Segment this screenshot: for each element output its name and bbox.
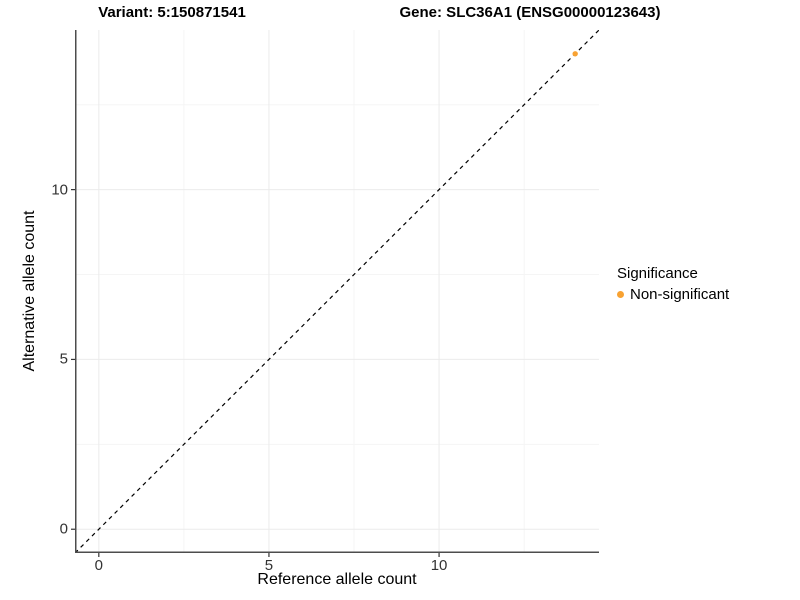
y-tick-label: 10 [51, 181, 68, 199]
y-tick-label: 0 [59, 520, 68, 538]
y-axis-title: Alternative allele count [21, 210, 38, 372]
plot-panel [75, 30, 599, 553]
plot-canvas [75, 30, 599, 553]
chart-title-gene: Gene: SLC36A1 (ENSG00000123643) [399, 4, 661, 21]
legend: Significance Non-significant [617, 265, 729, 303]
y-tick-label: 5 [59, 350, 68, 368]
legend-item: Non-significant [617, 286, 729, 303]
x-tick-label: 10 [430, 557, 448, 574]
chart-title-variant: Variant: 5:150871541 [98, 4, 246, 21]
legend-title: Significance [617, 265, 698, 282]
identity-dashed-line [75, 30, 599, 553]
legend-item-label: Non-significant [630, 286, 730, 303]
legend-key-dot-icon [617, 291, 624, 298]
x-tick-label: 0 [94, 557, 103, 574]
data-point [572, 51, 578, 57]
x-axis-title: Reference allele count [257, 571, 417, 588]
x-tick-label: 5 [264, 557, 274, 574]
legend-items: Non-significant [617, 286, 729, 303]
